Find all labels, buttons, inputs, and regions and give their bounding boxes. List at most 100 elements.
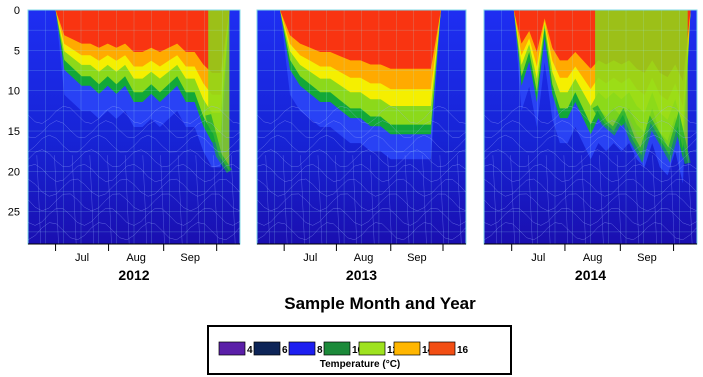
legend-label: 6 <box>282 345 288 356</box>
isotherm-line <box>257 105 466 124</box>
isotherm-line <box>257 134 466 153</box>
isotherm-line <box>28 193 240 212</box>
isotherm-line <box>28 222 240 241</box>
legend-label: 4 <box>247 345 253 356</box>
isotherm-line <box>257 120 466 139</box>
panels-group: 0 5 10 15 20 25 Jul Aug Sep 2012 Jul Aug Sep 2013 Jul A… <box>8 5 698 283</box>
isotherm-line <box>28 164 240 182</box>
late-season-thermocline <box>592 105 691 164</box>
isotherm-line <box>484 164 697 182</box>
isotherm-line <box>257 207 466 226</box>
y-tick-label: 20 <box>8 166 20 178</box>
legend-label: 16 <box>457 345 469 356</box>
isotherm-line <box>28 207 240 226</box>
month-tick-label: Sep <box>180 252 200 264</box>
isotherm-line <box>124 155 130 244</box>
legend-swatch <box>218 341 246 356</box>
red-core-band <box>280 10 441 69</box>
isotherm-line <box>265 155 270 244</box>
isotherm-line <box>670 155 675 244</box>
legend-swatch <box>288 341 316 356</box>
isotherm-line <box>581 155 586 244</box>
isotherm-line <box>484 120 697 139</box>
legend-label: 10 <box>352 345 364 356</box>
isotherm-line <box>492 155 498 244</box>
isotherm-line <box>28 120 240 139</box>
isotherm-line <box>195 155 201 244</box>
isotherm-line <box>484 149 697 168</box>
legend-label: 14 <box>422 345 434 356</box>
isotherm-line <box>563 155 569 244</box>
isotherm-line <box>142 155 148 244</box>
panel-plot-area <box>257 10 466 244</box>
isotherm-line <box>599 155 604 244</box>
isotherm-line <box>107 155 112 244</box>
isotherm-line <box>36 155 42 244</box>
legend-swatch <box>428 341 456 356</box>
year-label: 2012 <box>118 267 149 283</box>
isotherm-line <box>634 155 640 244</box>
isotherm-line <box>213 155 218 244</box>
isotherm-line <box>177 155 183 244</box>
isotherm-line <box>317 155 323 244</box>
isotherm-line <box>160 155 165 244</box>
isotherm-line <box>484 178 697 197</box>
month-tick-label: Jul <box>531 252 545 264</box>
legend-entries: 4 6 8 10 12 14 16 <box>218 341 469 356</box>
isotherm-line <box>257 222 466 241</box>
isotherm-line <box>457 155 462 244</box>
isotherm-line <box>484 193 697 212</box>
isotherm-line <box>28 149 240 168</box>
isotherm-line <box>545 155 551 244</box>
panel-plot-area <box>484 10 697 244</box>
isotherm-line <box>484 105 697 124</box>
red-core-band <box>55 10 230 73</box>
isotherm-line <box>616 155 622 244</box>
panel-plot-area <box>28 10 240 244</box>
isotherm-line <box>387 155 392 244</box>
isotherm-line <box>28 178 240 197</box>
isotherm-line <box>652 155 657 244</box>
y-tick-label: 5 <box>14 45 20 57</box>
legend: 4 6 8 10 12 14 16 Temperature (°C) <box>207 325 512 375</box>
legend-label: 12 <box>387 345 399 356</box>
month-tick-label: Aug <box>583 252 603 264</box>
isotherm-line <box>257 149 466 168</box>
panel-2013: Jul Aug Sep 2013 <box>256 9 467 283</box>
isotherm-line <box>300 155 305 244</box>
isotherm-line <box>439 155 445 244</box>
isotherm-line <box>335 155 340 244</box>
isotherm-line <box>528 155 533 244</box>
month-tick-label: Jul <box>303 252 317 264</box>
month-tick-label: Aug <box>126 252 146 264</box>
isotherm-line <box>510 155 515 244</box>
late-season-mixing <box>595 10 688 164</box>
y-tick-label: 15 <box>8 126 20 138</box>
isotherm-line <box>230 155 236 244</box>
isotherm-line <box>369 155 375 244</box>
legend-swatch <box>323 341 351 356</box>
legend-title: Temperature (°C) <box>320 359 401 370</box>
isotherm-line <box>71 155 77 244</box>
month-tick-label: Jul <box>75 252 89 264</box>
legend-label: 8 <box>317 345 323 356</box>
isotherm-line <box>54 155 59 244</box>
isotherm-line <box>484 134 697 153</box>
y-tick-label: 25 <box>8 207 20 219</box>
isotherm-line <box>484 222 697 241</box>
legend-swatch <box>393 341 421 356</box>
year-label: 2013 <box>346 267 377 283</box>
x-axis-label: Sample Month and Year <box>284 294 476 313</box>
isotherm-line <box>484 207 697 226</box>
legend-swatch <box>358 341 386 356</box>
isotherm-line <box>89 155 95 244</box>
isotherm-line <box>687 155 693 244</box>
month-tick-label: Aug <box>354 252 374 264</box>
y-tick-label: 0 <box>14 5 20 17</box>
month-tick-label: Sep <box>637 252 657 264</box>
panel-2012: Jul Aug Sep 2012 <box>27 9 241 283</box>
isotherm-line <box>257 193 466 212</box>
isotherm-line <box>282 155 288 244</box>
legend-swatch <box>253 341 281 356</box>
